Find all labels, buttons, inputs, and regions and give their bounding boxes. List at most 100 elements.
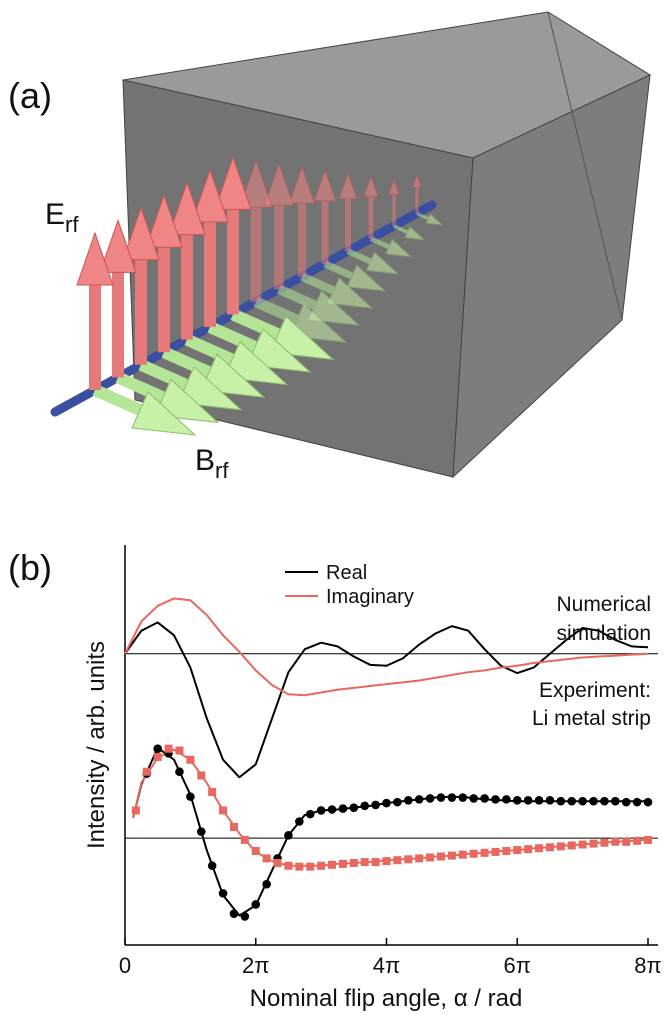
data-line [124,621,649,779]
b-cone [154,378,220,424]
b-shaft [370,236,390,249]
data-point [186,792,195,801]
e-cone [288,165,316,204]
data-point [403,795,413,805]
annotation: Experiment: [539,679,651,702]
data-point [535,844,544,853]
data-point [643,797,653,807]
e-cone [363,174,379,198]
panel-label: (a) [8,75,52,116]
data-point [534,795,544,805]
b-cone [327,277,374,309]
b-cone [385,238,413,258]
data-point [153,744,162,753]
b-cone [131,391,197,436]
data-point [382,857,391,866]
data-point [262,879,271,889]
b-shaft [323,260,354,280]
data-point [611,796,620,806]
data-point [545,843,554,852]
e-cone [313,168,337,202]
data-point [458,850,467,859]
e-sub: rf [65,212,79,237]
x-tick-label: 2π [242,953,269,978]
data-point [502,846,511,855]
data-point [371,800,380,810]
data-point [436,852,445,861]
data-point [622,837,631,846]
e-cone [76,231,114,286]
data-point [458,793,468,802]
data-point [360,858,369,867]
data-point [491,795,500,804]
e-cone [387,177,401,196]
data-point [480,794,489,803]
annotation: simulation [556,622,651,645]
b-shaft [416,212,429,220]
x-tick-label: 8π [634,953,661,978]
b-shaft [115,371,166,403]
data-point [393,856,402,865]
data-point [175,767,184,777]
data-point [305,809,315,819]
data-point [556,842,565,851]
e-cone [214,155,252,210]
propagation-axis [50,200,437,417]
data-point [306,862,315,871]
data-point [229,909,239,918]
e-cone [191,168,229,223]
data-point [589,796,598,806]
data-point [197,771,206,780]
y-axis-label: Intensity / arb. units [83,641,110,849]
data-point [316,806,326,815]
data-point [153,752,162,761]
data-point [611,837,620,846]
data-point [447,851,456,860]
data-point [284,861,293,870]
data-point [273,858,282,867]
b-cone [346,264,387,292]
e-cone [99,218,137,273]
b-cone [425,213,444,226]
e-cone [145,193,183,248]
e-cone [338,171,358,200]
data-point [251,900,261,909]
annotation: Numerical [556,593,651,616]
data-point [414,795,424,804]
data-point [415,854,424,863]
b-shaft [138,359,189,391]
data-point [567,796,577,806]
data-point [524,845,533,854]
e-cone [411,172,423,188]
b-cone [177,365,243,411]
data-point [523,795,533,805]
x-axis-label: Nominal flip angle, α / rad [250,985,523,1012]
data-point [240,835,249,844]
b-cone [365,251,400,275]
data-point [164,744,173,753]
legend-label: Imaginary [326,586,414,608]
data-point [491,847,500,856]
x-tick-label: 6π [504,953,531,978]
data-point [327,805,337,814]
data-point [556,796,566,806]
data-point [208,788,217,797]
legend-label: Real [326,562,367,584]
data-point [131,806,140,815]
data-point [600,796,609,806]
data-point [393,797,402,807]
data-line [132,746,648,917]
data-point [338,859,347,868]
e-cone [122,206,160,261]
data-point [262,854,271,863]
cube-edge [547,11,623,321]
b-cone [269,315,335,361]
b-shaft [184,334,235,366]
data-point [426,853,435,862]
data-point [349,858,358,867]
data-point [513,846,522,855]
data-point [196,827,206,836]
b-cone [307,289,361,326]
e-cone [168,181,206,236]
